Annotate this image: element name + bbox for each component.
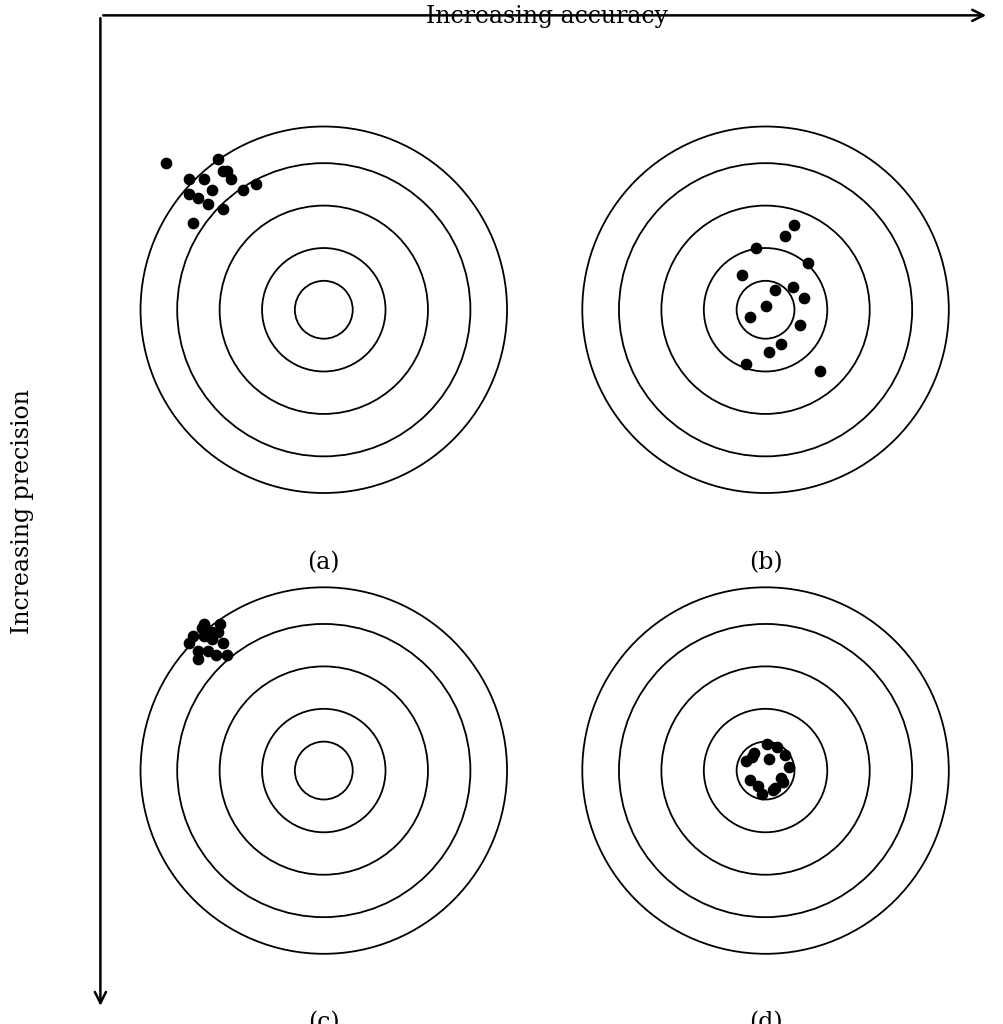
Point xyxy=(181,185,197,202)
Point xyxy=(216,163,232,179)
Point xyxy=(745,745,761,762)
Point xyxy=(741,772,757,788)
Point xyxy=(157,155,174,171)
Point xyxy=(216,202,232,218)
Point xyxy=(799,255,815,271)
Point xyxy=(785,217,801,233)
Point xyxy=(204,624,220,640)
Point xyxy=(780,759,796,775)
Point xyxy=(185,215,201,231)
Point xyxy=(200,643,216,659)
Point xyxy=(235,182,251,199)
Text: (c): (c) xyxy=(308,1012,339,1024)
Point xyxy=(749,778,765,795)
Point xyxy=(772,336,788,352)
Point xyxy=(747,240,763,256)
Point xyxy=(191,189,207,206)
Point xyxy=(208,646,224,663)
Point xyxy=(776,228,792,245)
Point xyxy=(191,643,207,659)
Point xyxy=(200,196,216,212)
Point xyxy=(196,170,212,186)
Point xyxy=(757,298,773,314)
Point xyxy=(185,628,201,644)
Text: (b): (b) xyxy=(748,551,781,573)
Point xyxy=(181,635,197,651)
Point xyxy=(216,635,232,651)
Point xyxy=(768,739,784,756)
Point xyxy=(737,355,753,372)
Text: Increasing accuracy: Increasing accuracy xyxy=(425,5,668,28)
Point xyxy=(181,170,197,186)
Point xyxy=(191,650,207,667)
Point xyxy=(194,620,210,636)
Point xyxy=(733,267,749,284)
Point xyxy=(212,615,228,632)
Point xyxy=(753,785,769,802)
Text: Increasing precision: Increasing precision xyxy=(11,389,33,635)
Point xyxy=(774,774,790,791)
Point xyxy=(810,364,826,380)
Point xyxy=(741,309,757,326)
Point xyxy=(210,624,226,640)
Point xyxy=(772,770,788,786)
Point xyxy=(783,279,799,295)
Point xyxy=(210,152,226,168)
Point xyxy=(219,163,235,179)
Text: (d): (d) xyxy=(748,1012,781,1024)
Point xyxy=(204,631,220,647)
Point xyxy=(737,753,753,769)
Point xyxy=(766,779,782,796)
Point xyxy=(223,170,239,186)
Point xyxy=(791,317,807,334)
Text: (a): (a) xyxy=(307,551,340,573)
Point xyxy=(196,615,212,632)
Point xyxy=(776,746,792,763)
Point xyxy=(248,176,264,193)
Point xyxy=(766,283,782,299)
Point xyxy=(219,646,235,663)
Point xyxy=(758,735,774,752)
Point xyxy=(196,628,212,644)
Point xyxy=(760,751,776,767)
Point xyxy=(204,182,220,199)
Point xyxy=(760,344,776,360)
Point xyxy=(743,749,759,765)
Point xyxy=(764,781,780,798)
Point xyxy=(795,290,811,306)
